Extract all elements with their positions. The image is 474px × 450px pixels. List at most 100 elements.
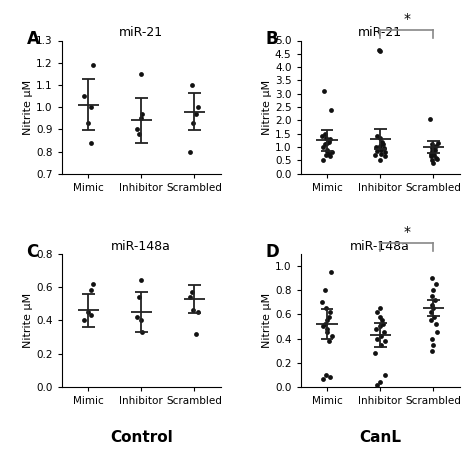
Point bbox=[432, 154, 440, 162]
Text: B: B bbox=[265, 30, 278, 48]
Text: *: * bbox=[403, 12, 410, 26]
Point bbox=[434, 140, 441, 147]
Point bbox=[321, 287, 328, 294]
Point bbox=[324, 329, 331, 336]
Text: CanL: CanL bbox=[359, 430, 401, 445]
Point bbox=[87, 104, 95, 111]
Point bbox=[377, 142, 384, 149]
Point bbox=[327, 308, 334, 315]
Point bbox=[194, 104, 201, 111]
Text: A: A bbox=[27, 30, 39, 48]
Point bbox=[138, 328, 146, 336]
Text: D: D bbox=[265, 243, 279, 261]
Point bbox=[427, 150, 435, 158]
Point bbox=[87, 312, 95, 319]
Point bbox=[430, 313, 438, 320]
Point bbox=[429, 305, 437, 312]
Point bbox=[374, 381, 381, 388]
Point bbox=[433, 156, 441, 163]
Point bbox=[379, 141, 387, 148]
Point bbox=[137, 70, 145, 77]
Point bbox=[328, 106, 335, 113]
Point bbox=[377, 150, 385, 158]
Point bbox=[376, 48, 384, 55]
Point bbox=[377, 323, 384, 330]
Point bbox=[328, 268, 335, 275]
Point bbox=[376, 313, 383, 320]
Point bbox=[323, 317, 331, 324]
Point bbox=[328, 149, 336, 156]
Point bbox=[428, 301, 436, 308]
Point bbox=[137, 277, 145, 284]
Point bbox=[428, 141, 436, 148]
Point bbox=[429, 144, 437, 151]
Point bbox=[189, 119, 197, 126]
Point bbox=[84, 119, 91, 126]
Point bbox=[428, 335, 436, 342]
Point bbox=[326, 153, 334, 160]
Point bbox=[376, 157, 383, 164]
Point bbox=[320, 88, 328, 95]
Point bbox=[374, 335, 381, 342]
Point bbox=[376, 378, 383, 386]
Point bbox=[373, 325, 380, 333]
Point bbox=[429, 287, 437, 294]
Point bbox=[374, 148, 381, 155]
Point bbox=[87, 287, 94, 294]
Point bbox=[375, 46, 383, 54]
Point bbox=[324, 148, 331, 155]
Point bbox=[428, 347, 436, 354]
Point bbox=[381, 329, 388, 336]
Point bbox=[381, 371, 389, 378]
Point bbox=[321, 320, 328, 328]
Point bbox=[377, 333, 384, 340]
Point bbox=[84, 308, 91, 315]
Title: miR-21: miR-21 bbox=[119, 27, 164, 39]
Point bbox=[319, 157, 327, 164]
Point bbox=[87, 139, 94, 146]
Point bbox=[426, 116, 434, 123]
Point bbox=[381, 338, 389, 345]
Point bbox=[326, 150, 333, 158]
Point bbox=[432, 320, 440, 328]
Point bbox=[428, 157, 436, 164]
Point bbox=[138, 110, 146, 117]
Point bbox=[192, 330, 200, 338]
Text: *: * bbox=[403, 225, 410, 239]
Point bbox=[189, 307, 197, 314]
Point bbox=[427, 308, 435, 315]
Point bbox=[323, 371, 330, 378]
Point bbox=[434, 244, 441, 251]
Title: miR-21: miR-21 bbox=[358, 27, 402, 39]
Text: Control: Control bbox=[110, 430, 173, 445]
Point bbox=[429, 149, 437, 156]
Point bbox=[429, 159, 437, 166]
Point bbox=[135, 293, 143, 301]
Point bbox=[135, 130, 143, 137]
Point bbox=[431, 296, 439, 303]
Point bbox=[328, 333, 336, 340]
Point bbox=[379, 320, 387, 328]
Point bbox=[90, 280, 97, 287]
Point bbox=[188, 288, 196, 296]
Y-axis label: Nitrite μM: Nitrite μM bbox=[262, 293, 272, 348]
Point bbox=[188, 81, 196, 89]
Point bbox=[429, 341, 437, 348]
Point bbox=[376, 134, 383, 141]
Point bbox=[326, 338, 333, 345]
Point bbox=[327, 135, 334, 143]
Point bbox=[428, 145, 436, 152]
Point bbox=[428, 292, 436, 300]
Point bbox=[381, 145, 388, 152]
Point bbox=[430, 152, 438, 159]
Point bbox=[323, 146, 331, 153]
Point bbox=[432, 280, 439, 288]
Point bbox=[133, 126, 140, 133]
Point bbox=[381, 149, 389, 156]
Point bbox=[322, 305, 329, 312]
Point bbox=[433, 329, 441, 336]
Point bbox=[192, 110, 200, 117]
Point bbox=[428, 274, 436, 282]
Title: miR-148a: miR-148a bbox=[350, 239, 410, 252]
Point bbox=[80, 92, 88, 99]
